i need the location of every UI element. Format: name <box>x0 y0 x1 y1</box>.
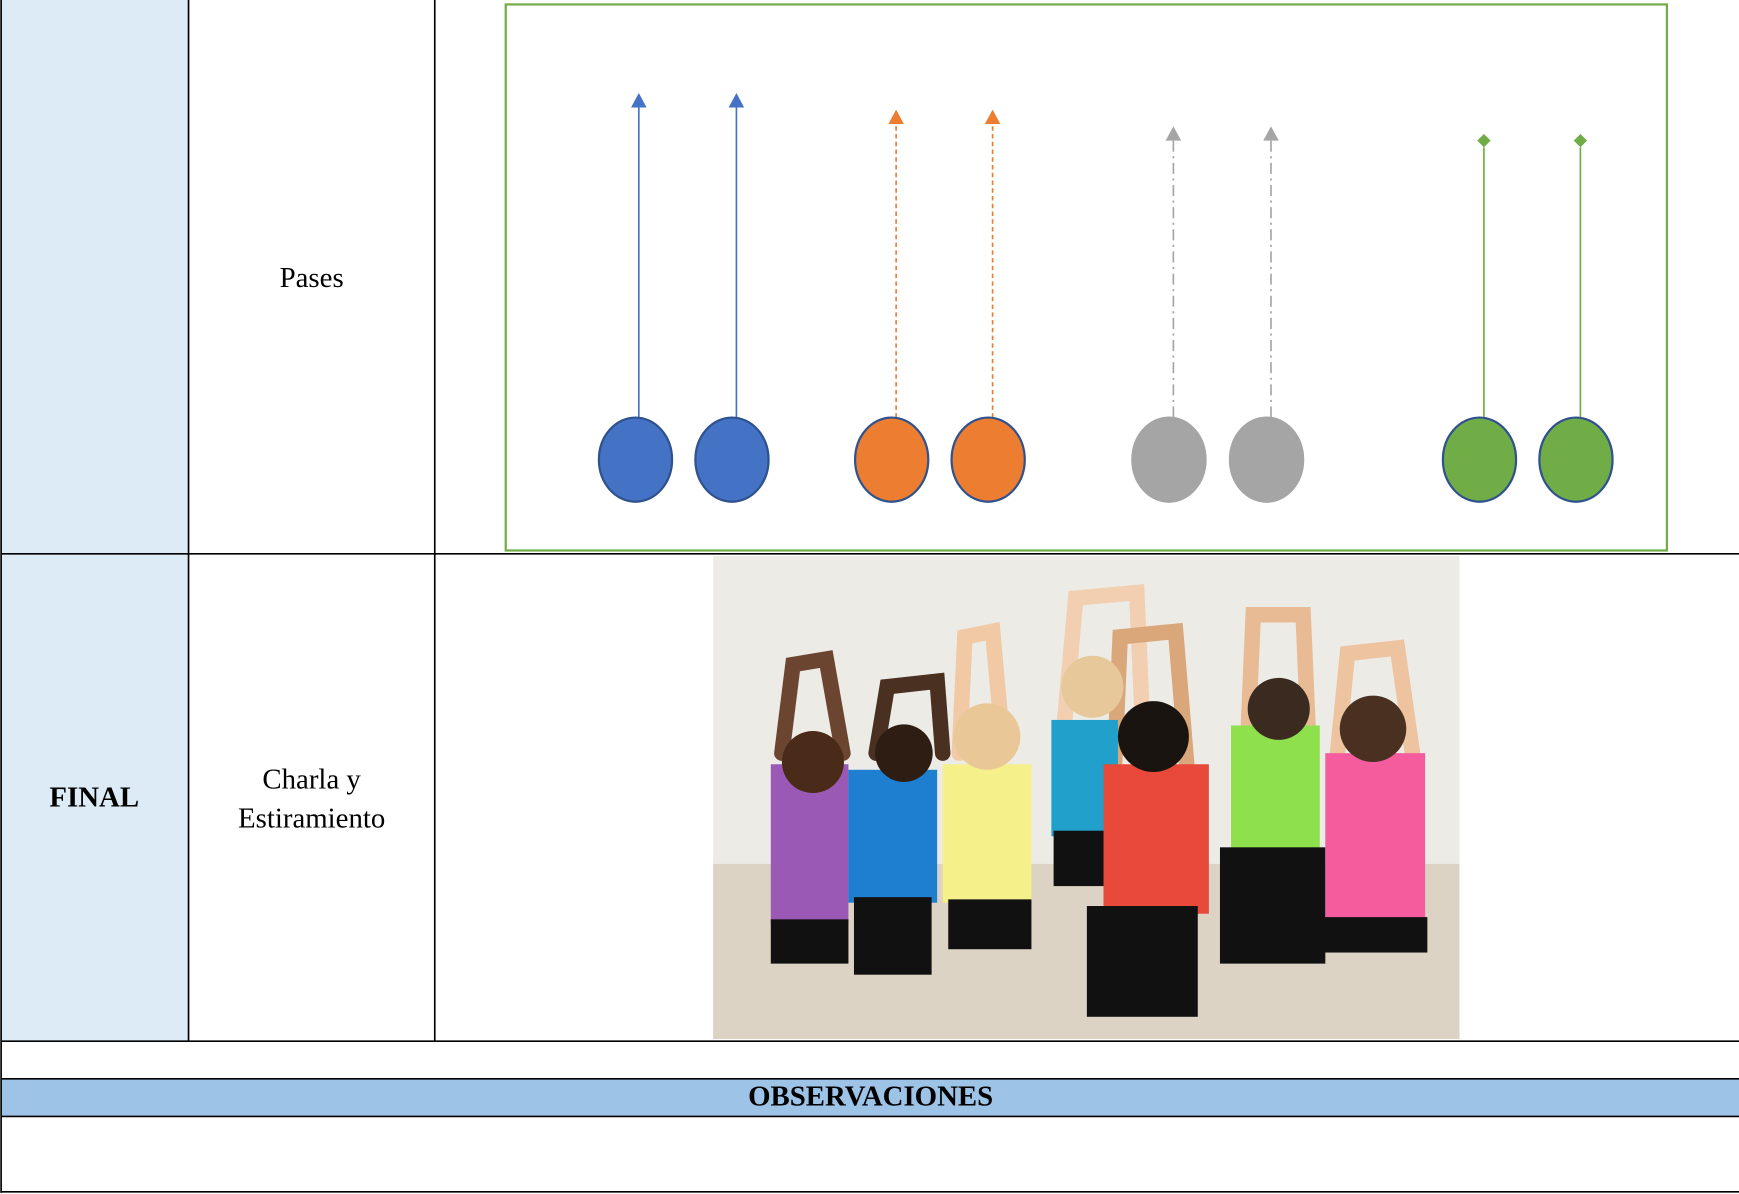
observations-header: OBSERVACIONES <box>748 1080 993 1112</box>
stretching-photo <box>713 556 1460 1039</box>
activity-text: Pases <box>280 262 344 294</box>
phase-column-bg <box>1 0 189 1042</box>
passes-diagram <box>504 3 1669 552</box>
activity-text: Charla y <box>262 764 361 796</box>
phase-text: FINAL <box>49 781 139 813</box>
activity-text: Estiramiento <box>238 802 385 834</box>
observations-header-bg <box>1 1078 1739 1117</box>
